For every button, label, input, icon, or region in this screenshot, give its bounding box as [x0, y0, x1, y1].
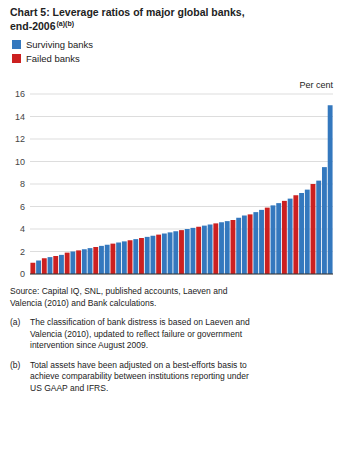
footnote-label: (b) — [10, 360, 21, 370]
bar — [276, 203, 281, 274]
bar — [282, 201, 287, 274]
y-tick-label: 6 — [20, 202, 25, 212]
bar — [236, 218, 241, 274]
footnote: Valencia (2010), updated to reflect fail… — [30, 329, 243, 339]
bar — [156, 235, 161, 274]
grid-line — [30, 229, 333, 230]
legend-swatch — [12, 54, 21, 63]
bar — [99, 246, 104, 274]
bar — [288, 199, 293, 274]
bar — [82, 249, 87, 274]
footnote: intervention since August 2009. — [30, 340, 148, 350]
bar — [162, 234, 167, 275]
bar — [53, 256, 58, 274]
bar — [259, 210, 264, 274]
grid-line — [30, 139, 333, 140]
bar — [322, 167, 327, 274]
y-tick-label: 16 — [15, 89, 25, 99]
bar — [231, 220, 236, 274]
legend-label: Failed banks — [26, 53, 80, 64]
bar — [122, 241, 127, 274]
bar — [76, 250, 81, 274]
bar — [248, 214, 253, 274]
y-tick-label: 12 — [15, 134, 25, 144]
bar — [202, 226, 207, 274]
bar — [30, 263, 35, 274]
bar — [305, 190, 310, 274]
title: Chart 5: Leverage ratios of major global… — [10, 6, 245, 18]
y-tick-label: 0 — [20, 269, 25, 279]
source-note: Source: Capital IQ, SNL, published accou… — [10, 286, 228, 296]
bar — [150, 236, 155, 274]
bar — [328, 105, 333, 274]
bar — [168, 232, 173, 274]
bar — [265, 208, 270, 274]
bar — [179, 230, 184, 274]
bar — [48, 257, 53, 274]
grid-line — [30, 116, 333, 117]
background — [0, 0, 343, 453]
bar — [110, 244, 115, 274]
bar — [105, 245, 110, 274]
bar — [93, 247, 98, 274]
bar — [213, 223, 218, 274]
bar — [208, 225, 213, 275]
title-superscript: (a)(b) — [57, 20, 75, 28]
bar — [65, 253, 70, 274]
y-tick-label: 8 — [20, 179, 25, 189]
bar — [59, 255, 64, 274]
x-axis-line — [30, 274, 333, 275]
bar — [191, 228, 196, 274]
footnote: Total assets have been adjusted on a bes… — [30, 360, 247, 370]
bar — [293, 195, 298, 274]
legend-label: Surviving banks — [26, 39, 93, 50]
grid-line — [30, 274, 333, 275]
y-tick-label: 14 — [15, 112, 25, 122]
bar — [70, 252, 75, 275]
grid-line — [30, 161, 333, 162]
bars — [30, 105, 332, 274]
bar — [185, 229, 190, 274]
bar — [42, 258, 47, 274]
bar — [88, 248, 93, 274]
footnote-label: (a) — [10, 317, 21, 327]
bar — [299, 193, 304, 274]
footnote: achieve comparability between institutio… — [30, 371, 249, 381]
bar — [145, 237, 150, 274]
grid-line — [30, 94, 333, 95]
title: end-2006 — [10, 20, 56, 32]
y-tick-label: 2 — [20, 247, 25, 257]
grid-line — [30, 206, 333, 207]
legend-swatch — [12, 40, 21, 49]
bar — [139, 238, 144, 274]
bar — [311, 184, 316, 274]
footnote: The classification of bank distress is b… — [30, 317, 250, 327]
bar — [316, 181, 321, 274]
footnote: US GAAP and IFRS. — [30, 383, 108, 393]
y-tick-label: 4 — [20, 224, 25, 234]
y-tick-label: 10 — [15, 157, 25, 167]
bar — [271, 205, 276, 274]
bar — [196, 227, 201, 274]
bar — [225, 221, 230, 274]
bar — [242, 216, 247, 275]
bar — [219, 222, 224, 274]
y-axis-label: Per cent — [299, 80, 333, 90]
bar — [36, 261, 41, 275]
bar — [253, 212, 258, 274]
bar — [173, 231, 178, 274]
bar — [128, 240, 133, 274]
bar — [133, 239, 138, 274]
chart-root: Chart 5: Leverage ratios of major global… — [0, 0, 343, 453]
bar — [116, 243, 121, 275]
grid-line — [30, 184, 333, 185]
source-note: Valencia (2010) and Bank calculations. — [10, 298, 156, 308]
